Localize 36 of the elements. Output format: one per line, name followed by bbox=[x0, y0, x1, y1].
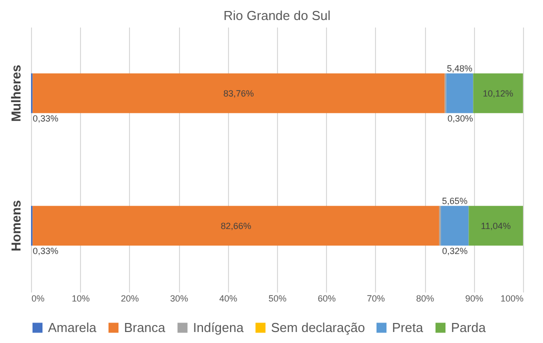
x-tick-label: 60% bbox=[318, 294, 336, 304]
x-tick-label: 80% bbox=[416, 294, 434, 304]
data-label: 11,04% bbox=[480, 220, 511, 231]
legend-label: Preta bbox=[392, 320, 424, 335]
y-tick-label: Mulheres bbox=[8, 64, 24, 122]
x-tick-label: 40% bbox=[219, 294, 238, 304]
data-label: 0,33% bbox=[32, 113, 58, 124]
legend-label: Indígena bbox=[193, 320, 244, 335]
data-label: 5,65% bbox=[442, 196, 468, 206]
data-label: 0,32% bbox=[442, 246, 468, 256]
bar bbox=[32, 73, 445, 114]
data-label: 0,33% bbox=[32, 246, 58, 256]
data-label: 0,30% bbox=[447, 113, 473, 124]
x-tick-label: 30% bbox=[170, 294, 188, 304]
x-tick-label: 100% bbox=[500, 294, 524, 304]
legend-label: Sem declaração bbox=[271, 320, 365, 335]
bar bbox=[473, 73, 523, 114]
x-tick-label: 20% bbox=[120, 294, 139, 304]
x-tick-label: 0% bbox=[32, 294, 45, 304]
legend-label: Branca bbox=[124, 320, 166, 335]
x-tick-label: 70% bbox=[366, 294, 385, 304]
data-label: 10,12% bbox=[482, 88, 514, 98]
data-label: 82,66% bbox=[220, 220, 252, 231]
bar bbox=[468, 206, 523, 246]
data-label: 83,76% bbox=[223, 88, 254, 98]
chart-title: Rio Grande do Sul bbox=[224, 8, 331, 23]
x-tick-label: 90% bbox=[465, 294, 484, 304]
x-tick-label: 10% bbox=[72, 294, 90, 304]
y-tick-label: Homens bbox=[8, 200, 24, 252]
bar bbox=[32, 206, 440, 246]
bar bbox=[440, 206, 469, 246]
bar bbox=[446, 73, 474, 114]
legend-label: Amarela bbox=[48, 320, 98, 335]
data-label: 5,48% bbox=[446, 63, 472, 74]
legend-label: Parda bbox=[451, 320, 486, 335]
x-tick-label: 50% bbox=[268, 294, 287, 304]
